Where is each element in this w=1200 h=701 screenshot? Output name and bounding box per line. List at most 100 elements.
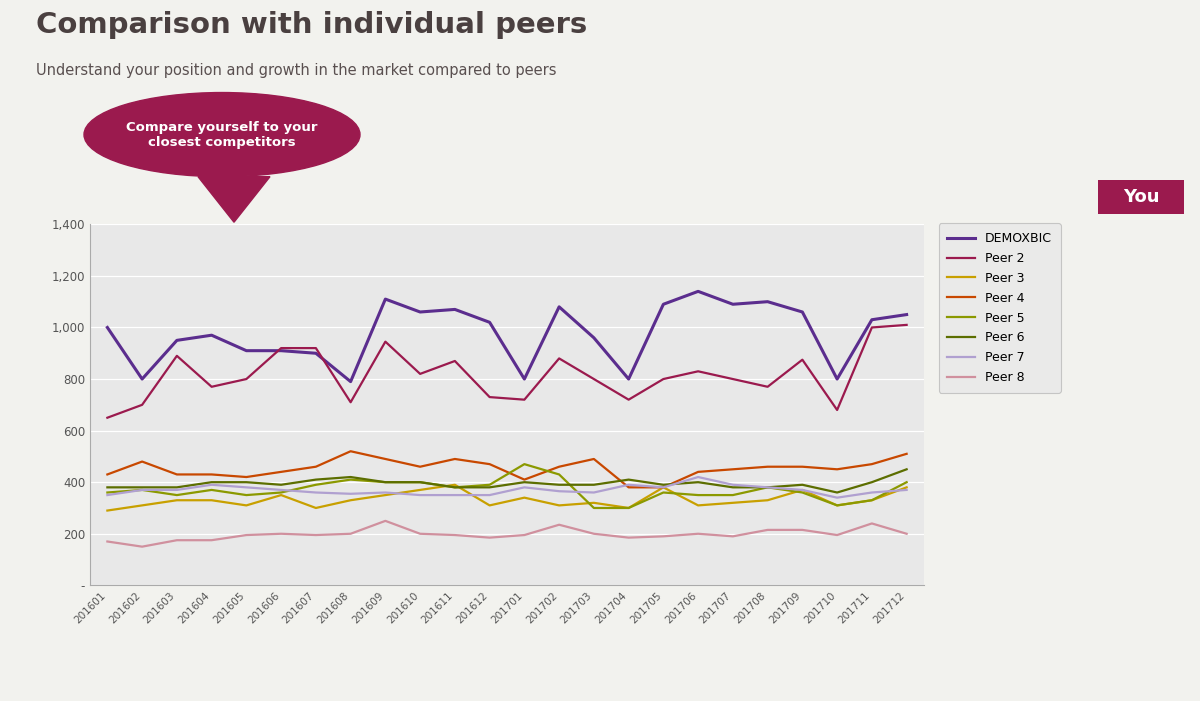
DEMOXBIC [900, 311, 914, 319]
Peer 3 [100, 506, 114, 515]
Peer 4 [343, 447, 358, 456]
Peer 3 [656, 483, 671, 491]
Peer 5 [796, 489, 810, 497]
Peer 5 [517, 460, 532, 468]
Peer 8 [552, 521, 566, 529]
Peer 8 [169, 536, 184, 545]
Peer 4 [274, 468, 288, 476]
Peer 5 [656, 489, 671, 497]
Line: Peer 6: Peer 6 [107, 469, 907, 493]
Peer 4 [204, 470, 218, 479]
Peer 5 [308, 481, 323, 489]
Line: Peer 3: Peer 3 [107, 485, 907, 510]
Peer 5 [482, 481, 497, 489]
Peer 3 [274, 491, 288, 499]
Peer 6 [622, 475, 636, 484]
Peer 7 [865, 489, 880, 497]
Text: Comparison with individual peers: Comparison with individual peers [36, 11, 587, 39]
Peer 7 [830, 494, 845, 502]
Peer 7 [622, 481, 636, 489]
DEMOXBIC [274, 346, 288, 355]
Peer 7 [134, 486, 149, 494]
Peer 6 [343, 472, 358, 481]
Peer 5 [830, 501, 845, 510]
Peer 4 [413, 463, 427, 471]
Line: Peer 8: Peer 8 [107, 521, 907, 547]
Text: Compare yourself to your
closest competitors: Compare yourself to your closest competi… [126, 121, 318, 149]
Peer 2 [134, 400, 149, 409]
Peer 5 [448, 483, 462, 491]
Peer 5 [169, 491, 184, 499]
Peer 3 [378, 491, 392, 499]
Peer 4 [100, 470, 114, 479]
Peer 5 [378, 478, 392, 486]
Peer 7 [900, 486, 914, 494]
Peer 4 [900, 449, 914, 458]
Peer 2 [587, 375, 601, 383]
Peer 6 [726, 483, 740, 491]
Peer 7 [204, 481, 218, 489]
Peer 4 [169, 470, 184, 479]
DEMOXBIC [830, 375, 845, 383]
Peer 6 [378, 478, 392, 486]
Peer 5 [900, 478, 914, 486]
Peer 7 [308, 489, 323, 497]
Peer 6 [482, 483, 497, 491]
Peer 6 [413, 478, 427, 486]
Peer 7 [552, 487, 566, 496]
Peer 6 [656, 481, 671, 489]
Peer 8 [517, 531, 532, 539]
Peer 5 [204, 486, 218, 494]
Peer 2 [691, 367, 706, 376]
Peer 8 [100, 537, 114, 545]
Peer 6 [830, 489, 845, 497]
DEMOXBIC [552, 303, 566, 311]
DEMOXBIC [517, 375, 532, 383]
Peer 5 [587, 504, 601, 512]
DEMOXBIC [761, 297, 775, 306]
Peer 5 [239, 491, 253, 499]
Peer 7 [517, 483, 532, 491]
Line: Peer 2: Peer 2 [107, 325, 907, 418]
Peer 3 [552, 501, 566, 510]
Peer 5 [552, 470, 566, 479]
Peer 7 [239, 483, 253, 491]
Peer 6 [900, 465, 914, 473]
DEMOXBIC [413, 308, 427, 316]
Peer 7 [482, 491, 497, 499]
Peer 4 [726, 465, 740, 473]
Peer 7 [448, 491, 462, 499]
Ellipse shape [84, 93, 360, 177]
DEMOXBIC [796, 308, 810, 316]
Peer 4 [796, 463, 810, 471]
DEMOXBIC [239, 346, 253, 355]
DEMOXBIC [622, 375, 636, 383]
Peer 8 [204, 536, 218, 545]
Peer 5 [274, 489, 288, 497]
Peer 8 [900, 529, 914, 538]
Peer 3 [726, 498, 740, 507]
Peer 2 [100, 414, 114, 422]
Peer 3 [865, 496, 880, 505]
Peer 7 [587, 489, 601, 497]
Peer 3 [830, 501, 845, 510]
Peer 8 [726, 532, 740, 540]
Peer 4 [239, 472, 253, 481]
Peer 2 [517, 395, 532, 404]
Line: DEMOXBIC: DEMOXBIC [107, 292, 907, 381]
Peer 6 [517, 478, 532, 486]
Peer 4 [691, 468, 706, 476]
Peer 3 [204, 496, 218, 505]
Peer 2 [274, 344, 288, 353]
DEMOXBIC [656, 300, 671, 308]
DEMOXBIC [865, 315, 880, 324]
Peer 8 [656, 532, 671, 540]
Peer 6 [134, 483, 149, 491]
Peer 8 [830, 531, 845, 539]
Peer 8 [761, 526, 775, 534]
Peer 8 [482, 533, 497, 542]
Peer 8 [274, 529, 288, 538]
Peer 6 [204, 478, 218, 486]
Peer 7 [691, 472, 706, 481]
Line: Peer 5: Peer 5 [107, 464, 907, 508]
